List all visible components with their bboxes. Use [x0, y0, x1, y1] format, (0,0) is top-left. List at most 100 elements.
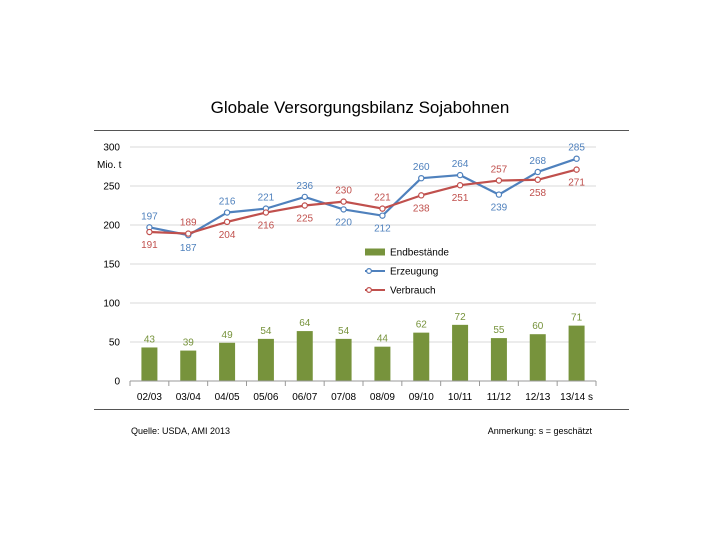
legend: Endbestände Erzeugung Verbrauch	[365, 248, 449, 297]
bar-data-label: 54	[260, 326, 272, 337]
legend-label: Endbestände	[390, 248, 449, 259]
bar-13/14 s	[568, 325, 585, 381]
x-tick-label: 05/06	[253, 392, 278, 403]
line-data-label: 216	[258, 221, 275, 232]
point-Verbrauch	[301, 202, 308, 209]
point-Verbrauch	[456, 182, 464, 189]
x-tick-label: 09/10	[409, 392, 434, 403]
line-data-label: 285	[568, 143, 585, 154]
line-data-label: 251	[452, 193, 469, 204]
point-Erzeugung	[495, 191, 503, 198]
bar-data-label: 71	[571, 313, 583, 324]
y-tick-label: 50	[109, 338, 121, 349]
axes: 0 50 100 150 200 250 300 Mio. t 02/03 03/04 04/05 0…	[97, 143, 597, 403]
bar-09/10	[413, 332, 430, 381]
line-data-label: 239	[491, 203, 508, 214]
bar-12/13	[529, 334, 546, 381]
point-Erzeugung	[534, 168, 541, 176]
line-data-label: 189	[180, 218, 197, 229]
bar-07/08	[335, 338, 352, 381]
line-data-label: 271	[568, 178, 585, 189]
source-note: Quelle: USDA, AMI 2013	[131, 426, 231, 436]
line-data-label: 268	[529, 156, 546, 167]
bar-data-label: 54	[338, 326, 350, 337]
line-data-label: 230	[335, 186, 352, 197]
chart-title: Globale Versorgungsbilanz Sojabohnen	[210, 98, 510, 117]
legend-swatch-Endbestände	[365, 248, 385, 256]
point-Erzeugung	[418, 174, 425, 182]
bar-data-label: 72	[455, 312, 467, 323]
series-line-Verbrauch	[149, 168, 577, 235]
legend-marker-Erzeugung	[366, 268, 373, 275]
line-data-label: 236	[296, 181, 313, 192]
line-data-label: 238	[413, 203, 430, 214]
bar-05/06	[257, 338, 274, 381]
x-tick-label: 06/07	[292, 392, 317, 403]
y-tick-label: 100	[103, 299, 120, 310]
y-tick-label: 250	[103, 182, 120, 193]
point-Verbrauch	[340, 198, 347, 205]
x-tick-label: 04/05	[215, 392, 240, 403]
x-tick-label: 11/12	[487, 392, 512, 403]
y-axis-label: Mio. t	[97, 160, 122, 171]
grid	[130, 146, 596, 343]
legend-label: Erzeugung	[390, 267, 438, 278]
data-labels: 43 39 49 54 64 54 44 62 72 55 60 71 197 191 187 189 216 2…	[141, 143, 585, 349]
point-Verbrauch	[185, 230, 192, 237]
point-Erzeugung	[456, 171, 464, 179]
legend-marker-Verbrauch	[366, 287, 373, 294]
y-tick-label: 200	[103, 221, 120, 232]
point-Verbrauch	[223, 218, 231, 226]
line-data-label: 212	[374, 224, 391, 235]
point-Verbrauch	[534, 176, 541, 183]
line-data-label: 258	[529, 188, 546, 199]
y-tick-label: 300	[103, 143, 120, 154]
point-Verbrauch	[573, 166, 580, 173]
line-series	[146, 155, 580, 239]
line-data-label: 257	[491, 165, 508, 176]
line-data-label: 216	[219, 197, 236, 208]
line-data-label: 187	[180, 243, 197, 254]
line-data-label: 191	[141, 240, 158, 251]
line-data-label: 221	[374, 193, 391, 204]
legend-label: Verbrauch	[390, 286, 436, 297]
line-data-label: 225	[296, 214, 313, 225]
line-data-label: 221	[258, 193, 275, 204]
point-Verbrauch	[146, 228, 153, 236]
bar-08/09	[374, 346, 391, 381]
point-Erzeugung	[223, 209, 231, 216]
line-data-label: 260	[413, 162, 430, 173]
point-Erzeugung	[379, 212, 386, 219]
bar-series	[141, 324, 585, 381]
y-tick-label: 0	[114, 377, 120, 388]
line-data-label: 264	[452, 159, 469, 170]
top-rule	[94, 130, 629, 131]
x-tick-label: 03/04	[176, 392, 201, 403]
bar-data-label: 60	[532, 321, 544, 332]
point-Erzeugung	[340, 206, 347, 213]
point-Erzeugung	[301, 193, 308, 201]
bar-data-label: 62	[416, 320, 428, 331]
bar-02/03	[141, 347, 158, 381]
line-data-label: 204	[219, 230, 236, 241]
y-tick-label: 150	[103, 260, 120, 271]
bar-10/11	[452, 324, 469, 381]
bar-03/04	[180, 350, 197, 381]
remark-note: Anmerkung: s = geschätzt	[487, 426, 592, 436]
point-Verbrauch	[379, 205, 386, 212]
bar-data-label: 43	[144, 334, 156, 345]
x-tick-label: 12/13	[525, 392, 550, 403]
x-tick-label: 02/03	[137, 392, 162, 403]
bar-11/12	[490, 338, 507, 381]
point-Verbrauch	[495, 177, 503, 184]
x-tick-label: 10/11	[448, 392, 473, 403]
bar-data-label: 55	[493, 325, 505, 336]
bottom-rule	[94, 409, 629, 410]
bar-data-label: 39	[183, 338, 195, 349]
x-tick-label: 08/09	[370, 392, 395, 403]
point-Verbrauch	[262, 209, 270, 216]
point-Erzeugung	[573, 155, 580, 162]
series-line-Erzeugung	[149, 157, 577, 237]
x-tick-label: 13/14 s	[560, 392, 593, 403]
